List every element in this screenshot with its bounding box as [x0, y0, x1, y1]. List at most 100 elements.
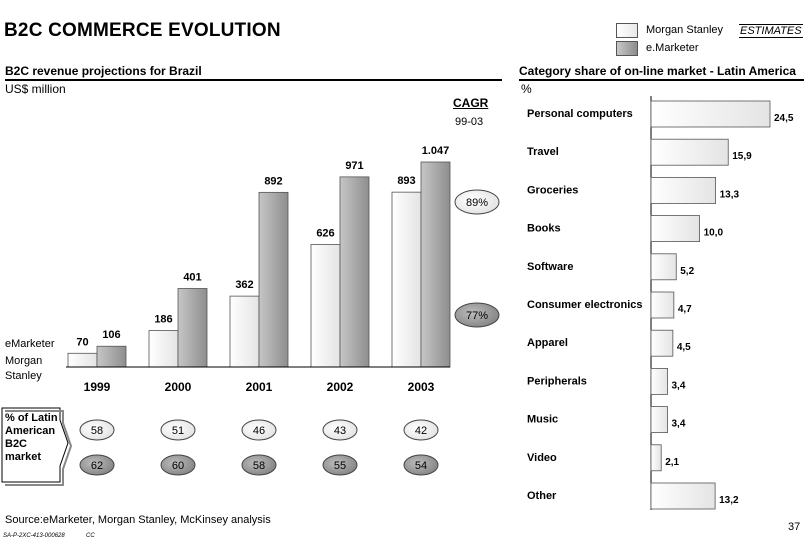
- share-oval-morgan-stanley-2001: [241, 419, 277, 441]
- page-title: B2C COMMERCE EVOLUTION: [4, 20, 281, 41]
- bar-emarketer-1999: [96, 345, 127, 368]
- category-value-other: 13,2: [719, 495, 739, 506]
- cagr-label: CAGR: [453, 96, 489, 110]
- share-value-morgan-stanley-2000: 51: [172, 425, 184, 437]
- right-panel-rule: [519, 79, 804, 81]
- year-label-2003: 2003: [408, 380, 435, 394]
- share-oval-emarketer-2001: [241, 454, 277, 476]
- legend-swatch-emarketer: [616, 41, 638, 56]
- category-label-video: Video: [527, 452, 557, 464]
- share-oval-emarketer-1999: [79, 454, 115, 476]
- category-label-software: Software: [527, 261, 573, 273]
- row-label-morgan-stanley: Morgan Stanley: [5, 355, 43, 382]
- share-label-box-shadow: [5, 410, 73, 486]
- share-value-morgan-stanley-2002: 43: [334, 425, 346, 437]
- category-bar-apparel: [650, 329, 674, 357]
- bar-label-morgan-stanley-2003: 893: [397, 175, 415, 187]
- category-label-travel: Travel: [527, 146, 559, 158]
- category-value-peripherals: 3,4: [672, 380, 686, 391]
- share-oval-emarketer-2000: [160, 454, 196, 476]
- bar-emarketer-2002: [339, 176, 370, 368]
- year-label-2002: 2002: [327, 380, 354, 394]
- share-oval-emarketer-2002: [322, 454, 358, 476]
- category-bar-consumer-electronics: [650, 291, 675, 319]
- category-value-music: 3,4: [672, 419, 686, 430]
- bar-morgan-stanley-2001: [229, 295, 260, 368]
- right-panel-unit: %: [521, 82, 532, 96]
- category-bar-books: [650, 215, 700, 243]
- bar-morgan-stanley-2000: [148, 330, 179, 368]
- share-oval-morgan-stanley-1999: [79, 419, 115, 441]
- right-panel-title: Category share of on-line market - Latin…: [519, 64, 796, 78]
- share-oval-morgan-stanley-2000: [160, 419, 196, 441]
- bar-label-morgan-stanley-1999: 70: [76, 336, 88, 348]
- share-value-morgan-stanley-2003: 42: [415, 425, 427, 437]
- share-value-morgan-stanley-1999: 58: [91, 425, 103, 437]
- bar-label-emarketer-2002: 971: [345, 160, 363, 172]
- category-value-travel: 15,9: [732, 151, 752, 162]
- bar-label-morgan-stanley-2001: 362: [235, 279, 253, 291]
- category-bar-software: [650, 253, 677, 281]
- share-value-emarketer-2002: 55: [334, 460, 346, 472]
- category-bar-travel: [650, 138, 729, 166]
- footer-code: SA-P-2XC-413-000628: [3, 533, 65, 539]
- category-value-video: 2,1: [665, 457, 679, 468]
- category-label-peripherals: Peripherals: [527, 375, 587, 387]
- category-label-other: Other: [527, 490, 557, 502]
- category-label-consumer-electronics: Consumer electronics: [527, 299, 643, 311]
- category-label-books: Books: [527, 223, 561, 235]
- category-value-groceries: 13,3: [720, 189, 740, 200]
- category-label-groceries: Groceries: [527, 184, 578, 196]
- category-bar-other: [650, 482, 716, 510]
- legend-label-morgan-stanley: Morgan Stanley: [646, 24, 724, 36]
- legend-swatch-morgan-stanley: [616, 23, 638, 38]
- category-value-consumer-electronics: 4,7: [678, 304, 692, 315]
- left-panel-unit: US$ million: [5, 82, 66, 96]
- bar-emarketer-2003: [420, 161, 451, 368]
- year-label-2001: 2001: [246, 380, 273, 394]
- category-bar-personal-computers: [650, 100, 771, 128]
- bar-label-emarketer-1999: 106: [102, 329, 120, 341]
- cagr-value-emarketer: 89%: [466, 197, 488, 209]
- page-number: 37: [788, 521, 801, 533]
- footer-code-suffix: CC: [86, 533, 95, 539]
- share-value-emarketer-2003: 54: [415, 460, 427, 472]
- category-label-apparel: Apparel: [527, 337, 568, 349]
- bar-morgan-stanley-1999: [67, 352, 98, 368]
- year-label-1999: 1999: [84, 380, 111, 394]
- share-oval-morgan-stanley-2003: [403, 419, 439, 441]
- bar-morgan-stanley-2003: [391, 191, 422, 368]
- cagr-oval-emarketer: [454, 189, 500, 215]
- bar-label-emarketer-2003: 1.047: [422, 145, 450, 157]
- cagr-oval-morgan-stanley: [454, 302, 500, 328]
- category-value-books: 10,0: [704, 228, 724, 239]
- bar-label-emarketer-2000: 401: [183, 271, 201, 283]
- left-panel-rule: [5, 79, 502, 81]
- row-label-emarketer: eMarketer: [5, 338, 55, 350]
- category-bar-music: [650, 406, 668, 434]
- bar-label-emarketer-2001: 892: [264, 175, 282, 187]
- category-bar-peripherals: [650, 367, 668, 395]
- bar-label-morgan-stanley-2000: 186: [154, 314, 172, 326]
- bar-morgan-stanley-2002: [310, 244, 341, 368]
- share-label-text: % of Latin American B2C market: [5, 412, 58, 463]
- category-bar-groceries: [650, 176, 716, 204]
- left-panel-title: B2C revenue projections for Brazil: [5, 64, 202, 78]
- share-value-emarketer-2001: 58: [253, 460, 265, 472]
- footer-source: Source:eMarketer, Morgan Stanley, McKins…: [5, 514, 271, 526]
- cagr-period: 99-03: [455, 116, 484, 128]
- cagr-value-morgan-stanley: 77%: [466, 310, 488, 322]
- bar-emarketer-2000: [177, 288, 208, 368]
- estimates-badge: ESTIMATES: [739, 24, 803, 38]
- category-bar-video: [650, 444, 662, 472]
- bar-label-morgan-stanley-2002: 626: [316, 227, 334, 239]
- share-value-emarketer-1999: 62: [91, 460, 103, 472]
- legend-label-emarketer: e.Marketer: [646, 42, 699, 54]
- category-label-music: Music: [527, 414, 558, 426]
- category-value-apparel: 4,5: [677, 342, 691, 353]
- share-oval-morgan-stanley-2002: [322, 419, 358, 441]
- share-oval-emarketer-2003: [403, 454, 439, 476]
- category-label-personal-computers: Personal computers: [527, 108, 633, 120]
- category-value-personal-computers: 24,5: [774, 113, 794, 124]
